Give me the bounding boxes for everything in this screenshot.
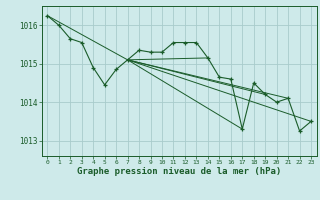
X-axis label: Graphe pression niveau de la mer (hPa): Graphe pression niveau de la mer (hPa) (77, 167, 281, 176)
